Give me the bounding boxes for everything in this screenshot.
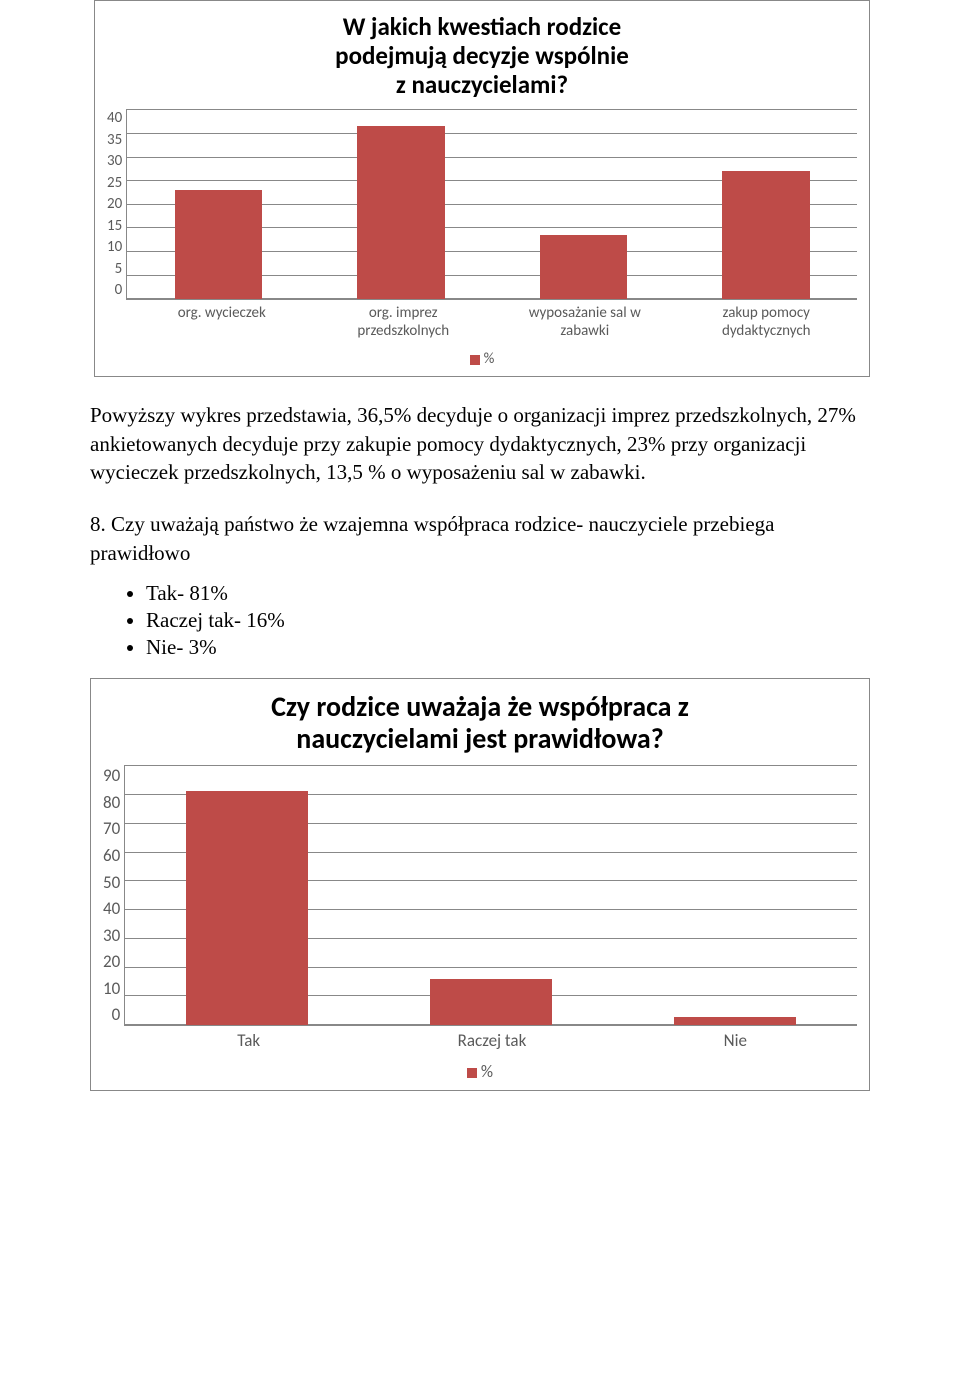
chart1-title-line3: z nauczycielami?	[396, 69, 568, 100]
bar	[540, 235, 628, 299]
bar-slot	[675, 109, 857, 299]
chart1-x-labels: org. wycieczekorg. imprezprzedszkolnychw…	[131, 304, 857, 340]
bar	[357, 126, 445, 299]
y-tick: 40	[103, 898, 120, 919]
y-tick: 30	[103, 925, 120, 946]
bar-slot	[613, 765, 857, 1025]
chart2-legend: %	[103, 1061, 857, 1082]
bullet-item: Nie- 3%	[146, 635, 870, 660]
chart2-legend-label: %	[481, 1061, 493, 1082]
chart1-container: W jakich kwestiach rodzice podejmują dec…	[94, 0, 870, 377]
y-tick: 20	[107, 195, 122, 213]
bar	[722, 171, 810, 299]
chart1-legend-label: %	[484, 350, 495, 368]
answer-bullets: Tak- 81%Raczej tak- 16%Nie- 3%	[90, 581, 870, 660]
bar-slot	[125, 765, 369, 1025]
bar-slot	[369, 765, 613, 1025]
bullet-item: Tak- 81%	[146, 581, 870, 606]
chart1-y-axis: 40 35 30 25 20 15 10 5 0	[107, 109, 126, 299]
y-tick: 0	[112, 1004, 121, 1025]
bar	[430, 979, 552, 1025]
y-tick: 10	[103, 978, 120, 999]
y-tick: 15	[107, 217, 122, 235]
bar	[674, 1017, 796, 1026]
chart2-title: Czy rodzice uważaja że współpraca z nauc…	[103, 691, 857, 755]
y-tick: 25	[107, 174, 122, 192]
bar-slot	[127, 109, 309, 299]
chart2-title-line2: nauczycielami jest prawidłowa?	[296, 721, 663, 756]
x-label: zakup pomocydydaktycznych	[676, 304, 858, 340]
y-tick: 60	[103, 845, 120, 866]
x-label: org. wycieczek	[131, 304, 313, 340]
y-tick: 35	[107, 131, 122, 149]
bar	[175, 190, 263, 299]
legend-swatch-icon	[470, 355, 480, 365]
chart1-plot	[126, 109, 857, 300]
x-label: Tak	[127, 1030, 370, 1051]
bar	[186, 791, 308, 1025]
y-tick: 20	[103, 951, 120, 972]
y-tick: 30	[107, 152, 122, 170]
y-tick: 40	[107, 109, 122, 127]
chart2-x-labels: TakRaczej takNie	[127, 1030, 857, 1051]
question-8: 8. Czy uważają państwo że wzajemna współ…	[90, 510, 870, 567]
chart2-container: Czy rodzice uważaja że współpraca z nauc…	[90, 678, 870, 1091]
y-tick: 5	[115, 260, 123, 278]
chart1-title-line1: W jakich kwestiach rodzice	[343, 11, 621, 42]
chart1-title: W jakich kwestiach rodzice podejmują dec…	[107, 13, 857, 99]
y-tick: 10	[107, 238, 122, 256]
chart2-title-line1: Czy rodzice uważaja że współpraca z	[271, 689, 689, 724]
x-label: Nie	[614, 1030, 857, 1051]
chart2-plot	[124, 765, 857, 1026]
chart1-legend: %	[107, 350, 857, 368]
chart1-bars	[127, 109, 857, 299]
y-tick: 0	[115, 281, 123, 299]
paragraph-summary: Powyższy wykres przedstawia, 36,5% decyd…	[90, 401, 870, 486]
chart2-y-axis: 90 80 70 60 50 40 30 20 10 0	[103, 765, 124, 1025]
chart1-title-line2: podejmują decyzje wspólnie	[335, 40, 629, 71]
x-label: org. imprezprzedszkolnych	[313, 304, 495, 340]
y-tick: 90	[103, 765, 120, 786]
chart2-body: 90 80 70 60 50 40 30 20 10 0	[103, 765, 857, 1026]
y-tick: 80	[103, 792, 120, 813]
chart2-bars	[125, 765, 857, 1025]
y-tick: 50	[103, 872, 120, 893]
legend-swatch-icon	[467, 1068, 477, 1078]
y-tick: 70	[103, 818, 120, 839]
bullet-item: Raczej tak- 16%	[146, 608, 870, 633]
x-label: Raczej tak	[370, 1030, 613, 1051]
x-label: wyposażanie sal wzabawki	[494, 304, 676, 340]
bar-slot	[310, 109, 492, 299]
chart1-body: 40 35 30 25 20 15 10 5 0	[107, 109, 857, 300]
bar-slot	[492, 109, 674, 299]
